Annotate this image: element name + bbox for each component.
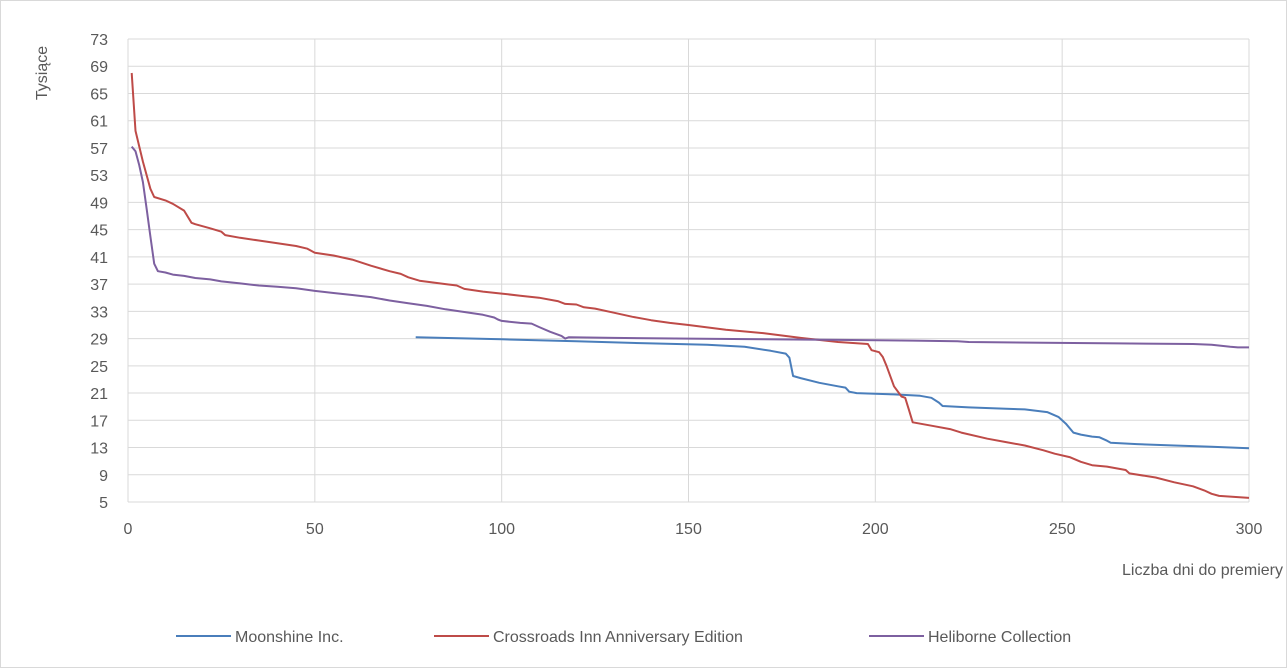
y-tick-label: 49 — [90, 195, 108, 212]
y-axis-ticks: 5 9 13 17 21 25 29 33 37 41 45 49 53 57 61 65 69 73 — [90, 32, 108, 512]
x-tick-label: 0 — [124, 521, 133, 538]
y-tick-label: 21 — [90, 386, 108, 403]
y-axis-title: Tysiące — [34, 46, 51, 100]
y-tick-label: 5 — [99, 495, 108, 512]
y-tick-label: 33 — [90, 304, 108, 321]
y-tick-label: 9 — [99, 468, 108, 485]
x-tick-label: 200 — [862, 521, 889, 538]
x-tick-label: 50 — [306, 521, 324, 538]
y-tick-label: 37 — [90, 277, 108, 294]
legend: Moonshine Inc. Crossroads Inn Anniversary… — [176, 629, 1071, 646]
x-tick-label: 250 — [1049, 521, 1076, 538]
legend-label-2: Crossroads Inn Anniversary Edition — [493, 629, 743, 646]
y-tick-label: 41 — [90, 250, 108, 267]
gridlines — [128, 39, 1249, 502]
y-tick-label: 69 — [90, 59, 108, 76]
legend-label-1: Moonshine Inc. — [235, 629, 344, 646]
x-tick-label: 150 — [675, 521, 702, 538]
y-tick-label: 45 — [90, 223, 108, 240]
y-tick-label: 73 — [90, 32, 108, 49]
y-tick-label: 53 — [90, 168, 108, 185]
x-tick-label: 300 — [1236, 521, 1263, 538]
y-tick-label: 57 — [90, 141, 108, 158]
x-tick-label: 100 — [488, 521, 515, 538]
y-tick-label: 65 — [90, 86, 108, 103]
y-tick-label: 29 — [90, 332, 108, 349]
series-lines — [132, 73, 1249, 498]
y-tick-label: 25 — [90, 359, 108, 376]
y-tick-label: 61 — [90, 114, 108, 131]
x-axis-title: Liczba dni do premiery — [1122, 562, 1283, 579]
x-axis-ticks: 0 50 100 150 200 250 300 — [124, 521, 1263, 538]
legend-label-3: Heliborne Collection — [928, 629, 1071, 646]
y-tick-label: 17 — [90, 413, 108, 430]
y-tick-label: 13 — [90, 441, 108, 458]
